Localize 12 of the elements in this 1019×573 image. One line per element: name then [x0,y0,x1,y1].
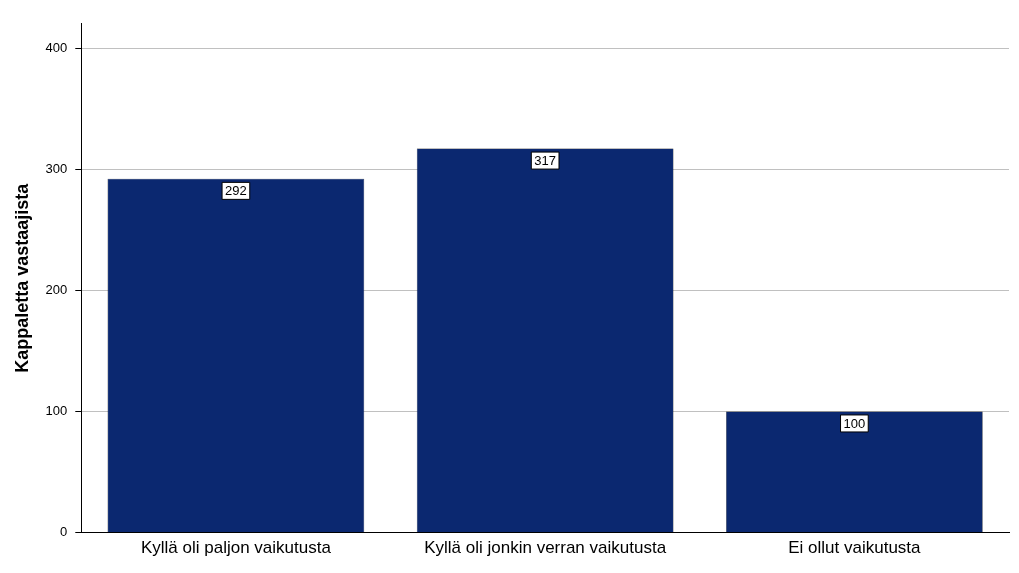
y-axis-title: Kappaletta vastaajista [11,182,32,373]
data-label: 317 [534,153,556,169]
y-tick-label: 300 [45,160,68,176]
x-tick-label: Kyllä oli paljon vaikutusta [140,538,332,558]
y-tick-label: 0 [60,524,68,540]
data-label: 100 [843,416,866,432]
y-tick-label: 200 [45,281,68,297]
data-label: 292 [225,183,247,199]
y-tick-label: 100 [45,403,68,419]
y-tick-label: 400 [45,39,68,55]
x-tick-label: Kyllä oli jonkin verran vaikutusta [424,538,667,558]
x-tick-label: Ei ollut vaikutusta [788,538,922,558]
